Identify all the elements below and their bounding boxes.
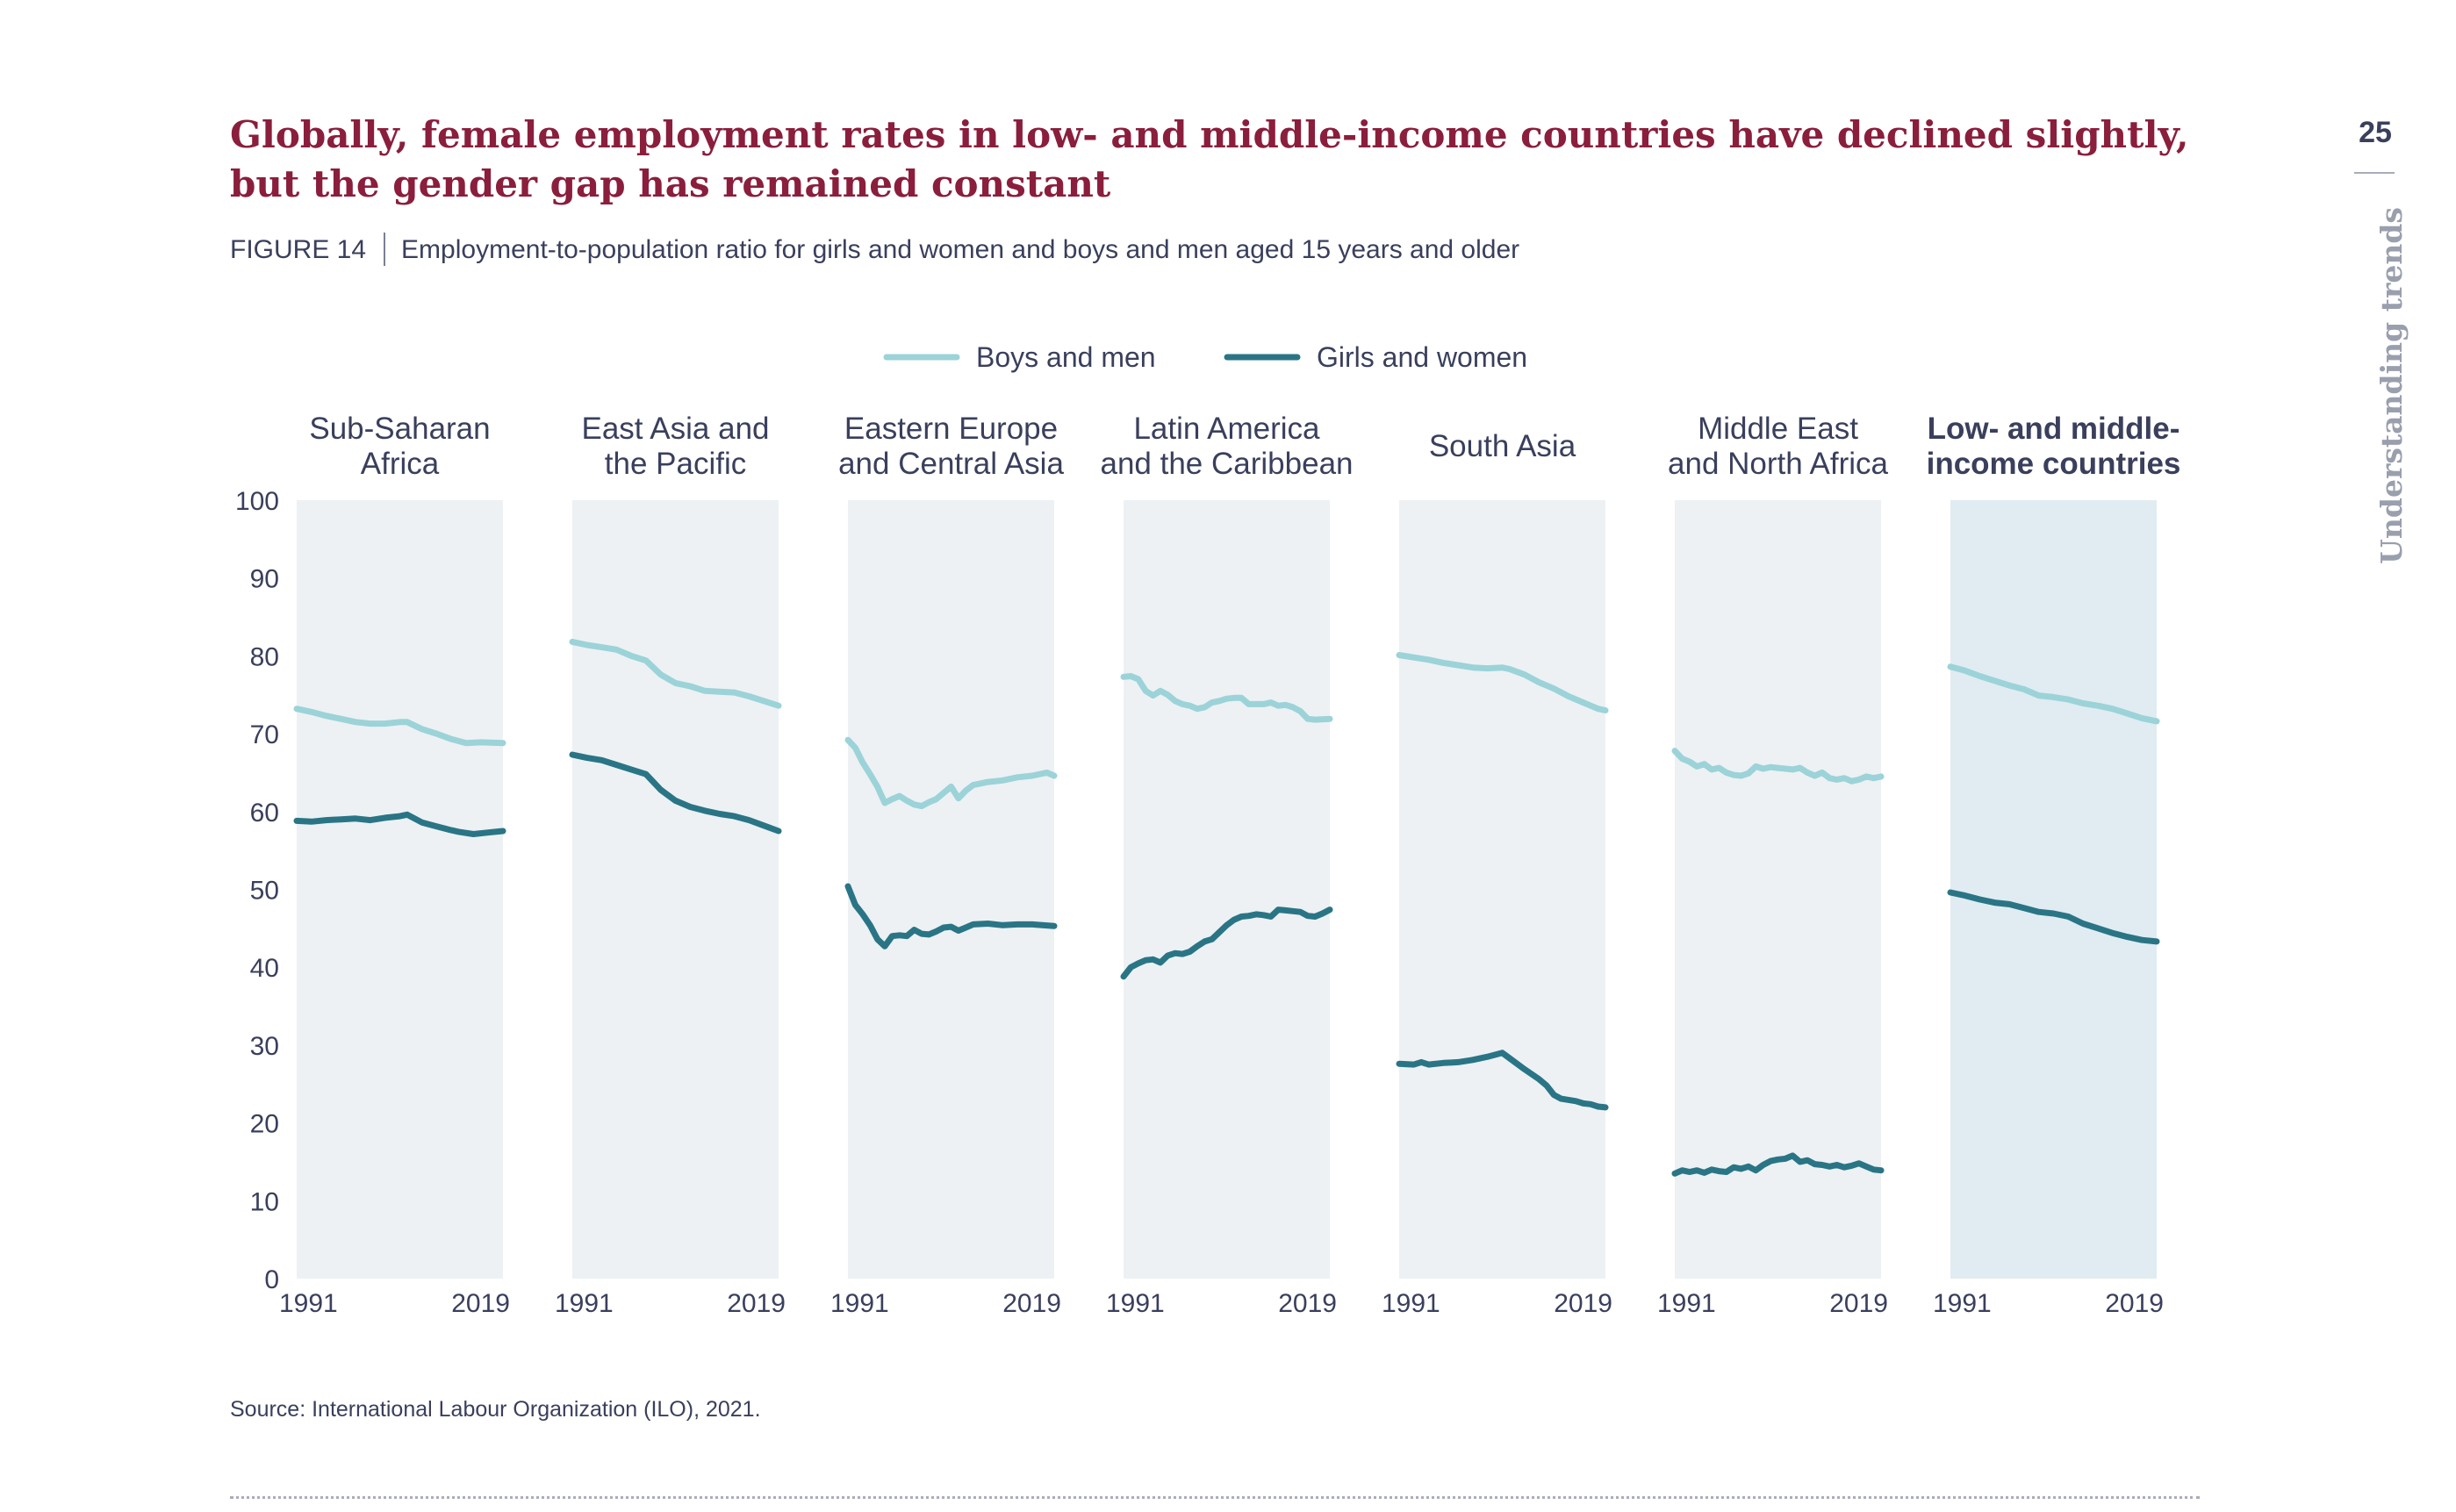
series-line-boys-and-men <box>1947 663 2160 725</box>
series-line-boys-and-men <box>1120 673 1333 723</box>
panel-title: East Asia and <box>581 412 769 446</box>
panel: South Asia 1991 2019 <box>1382 429 1612 1318</box>
panel-title: and Central Asia <box>838 447 1064 481</box>
y-tick-label: 50 <box>250 877 279 906</box>
panel-background <box>848 500 1054 1279</box>
panel-title: Africa <box>361 447 440 481</box>
panel-background <box>1950 500 2157 1279</box>
caption-separator <box>384 233 386 266</box>
series-line-boys-and-men <box>293 706 506 747</box>
page-number: 25 <box>2359 116 2392 149</box>
bottom-divider <box>230 1496 2200 1499</box>
y-tick-label: 100 <box>235 487 279 516</box>
headline: Globally, female employment rates in low… <box>230 113 2189 205</box>
panel-title: South Asia <box>1429 429 1576 463</box>
series-line-girls-and-women <box>1947 889 2160 945</box>
y-tick-label: 40 <box>250 954 279 983</box>
series-line-boys-and-men <box>1671 748 1885 785</box>
series-line-girls-and-women <box>1671 1152 1885 1177</box>
panel: Low- and middle-income countries 1991 2019 <box>1927 412 2181 1318</box>
x-tick-label: 1991 <box>1657 1289 1716 1318</box>
panel-background <box>1124 500 1330 1279</box>
x-tick-label: 2019 <box>1829 1289 1888 1318</box>
y-tick-label: 20 <box>250 1110 279 1139</box>
y-tick-label: 90 <box>250 565 279 594</box>
panel-title: Latin America <box>1133 412 1320 446</box>
x-tick-label: 1991 <box>830 1289 889 1318</box>
y-tick-label: 60 <box>250 799 279 828</box>
series-line-girls-and-women <box>1396 1050 1609 1111</box>
panel-background <box>1399 500 1605 1279</box>
series-line-girls-and-women <box>569 751 782 835</box>
panel-title: and the Caribbean <box>1101 447 1354 481</box>
panel-background <box>572 500 779 1279</box>
x-tick-label: 1991 <box>555 1289 614 1318</box>
x-tick-label: 2019 <box>727 1289 786 1318</box>
page-number-rule <box>2354 172 2395 174</box>
y-tick-label: 0 <box>264 1265 279 1294</box>
figure-label: FIGURE 14 <box>230 234 367 264</box>
panel-title: income countries <box>1927 447 2181 481</box>
figure-caption: FIGURE 14 Employment-to-population ratio … <box>230 233 1520 268</box>
series-line-girls-and-women <box>1120 906 1333 980</box>
panel-title: Low- and middle- <box>1928 412 2180 446</box>
x-tick-label: 2019 <box>1278 1289 1337 1318</box>
series-line-boys-and-men <box>1396 652 1609 713</box>
panel-title: Middle East <box>1698 412 1858 446</box>
panel-title: Sub-Saharan <box>309 412 490 446</box>
panel-title: Eastern Europe <box>844 412 1058 446</box>
x-tick-label: 1991 <box>1106 1289 1165 1318</box>
x-tick-label: 1991 <box>1933 1289 1992 1318</box>
x-tick-label: 2019 <box>1554 1289 1612 1318</box>
x-tick-label: 2019 <box>1002 1289 1061 1318</box>
panel-background <box>1675 500 1881 1279</box>
x-tick-label: 2019 <box>451 1289 510 1318</box>
source-note: Source: International Labour Organizatio… <box>230 1397 761 1422</box>
y-tick-label: 80 <box>250 642 279 671</box>
y-tick-label: 30 <box>250 1032 279 1061</box>
figure-caption-text: Employment-to-population ratio for girls… <box>401 234 1520 264</box>
series-line-girls-and-women <box>293 811 506 837</box>
series-line-boys-and-men <box>844 736 1058 810</box>
x-tick-label: 2019 <box>2105 1289 2164 1318</box>
panel-title: the Pacific <box>605 447 746 481</box>
x-tick-label: 1991 <box>279 1289 338 1318</box>
legend-label: Boys and men <box>976 341 1156 373</box>
panel-title: and North Africa <box>1668 447 1888 481</box>
y-tick-label: 10 <box>250 1187 279 1216</box>
y-tick-label: 70 <box>250 720 279 749</box>
series-line-boys-and-men <box>569 638 782 709</box>
panel-background <box>297 500 503 1279</box>
legend-label: Girls and women <box>1317 341 1527 373</box>
x-tick-label: 1991 <box>1382 1289 1440 1318</box>
series-line-girls-and-women <box>844 883 1058 949</box>
